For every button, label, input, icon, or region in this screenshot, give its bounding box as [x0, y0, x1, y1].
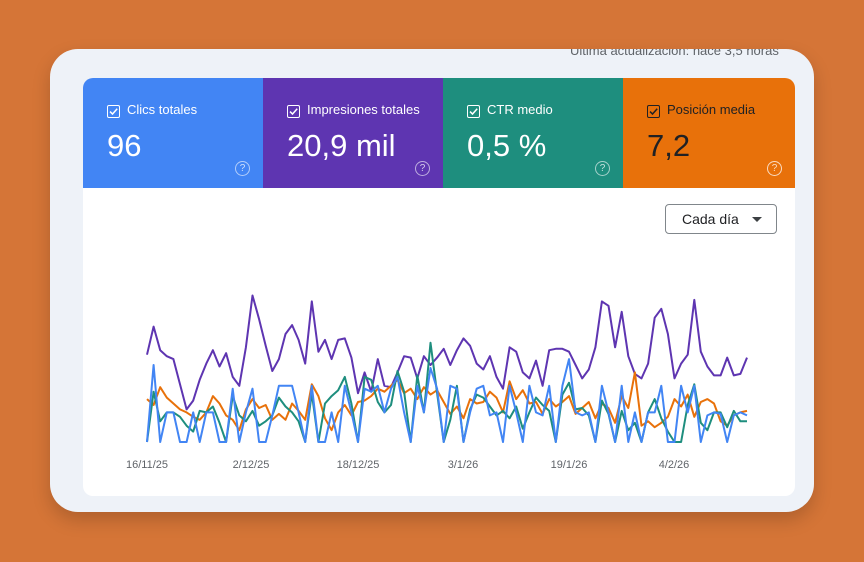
x-tick-label: 2/12/25	[233, 459, 270, 471]
x-tick-label: 16/11/25	[126, 459, 168, 471]
help-icon[interactable]: ?	[235, 161, 250, 176]
metric-average-position[interactable]: Posición media 7,2 ?	[623, 78, 795, 188]
checkbox-checked-icon[interactable]	[107, 105, 120, 118]
help-icon[interactable]: ?	[767, 161, 782, 176]
metric-total-clicks[interactable]: Clics totales 96 ?	[83, 78, 263, 188]
series-line-3	[146, 358, 748, 443]
checkbox-checked-icon[interactable]	[647, 105, 660, 118]
x-tick-label: 19/1/26	[551, 459, 588, 471]
metric-value: 0,5 %	[467, 128, 547, 163]
app-window: Última actualización: hace 3,5 horas Cli…	[50, 49, 814, 512]
checkbox-checked-icon[interactable]	[287, 105, 300, 118]
series-line-0	[146, 294, 748, 411]
dropdown-arrow-icon	[752, 217, 762, 222]
metric-tabs: Clics totales 96 ? Impresiones totales 2…	[83, 78, 795, 188]
metric-value: 96	[107, 128, 142, 163]
x-tick-label: 3/1/26	[448, 459, 479, 471]
performance-card: Clics totales 96 ? Impresiones totales 2…	[83, 78, 795, 496]
x-tick-label: 4/2/26	[659, 459, 690, 471]
x-tick-label: 18/12/25	[337, 459, 380, 471]
granularity-label: Cada día	[682, 211, 739, 227]
performance-chart: 16/11/25 2/12/25 18/12/25 3/1/26 19/1/26 4/2/…	[126, 294, 748, 471]
metric-average-ctr[interactable]: CTR medio 0,5 % ?	[443, 78, 623, 188]
last-update-text: Última actualización: hace 3,5 horas	[570, 49, 779, 58]
checkbox-checked-icon[interactable]	[467, 105, 480, 118]
metric-value: 20,9 mil	[287, 128, 396, 163]
help-icon[interactable]: ?	[595, 161, 610, 176]
granularity-dropdown[interactable]: Cada día	[665, 204, 777, 234]
help-icon[interactable]: ?	[415, 161, 430, 176]
metric-value: 7,2	[647, 128, 691, 163]
metric-total-impressions[interactable]: Impresiones totales 20,9 mil ?	[263, 78, 443, 188]
